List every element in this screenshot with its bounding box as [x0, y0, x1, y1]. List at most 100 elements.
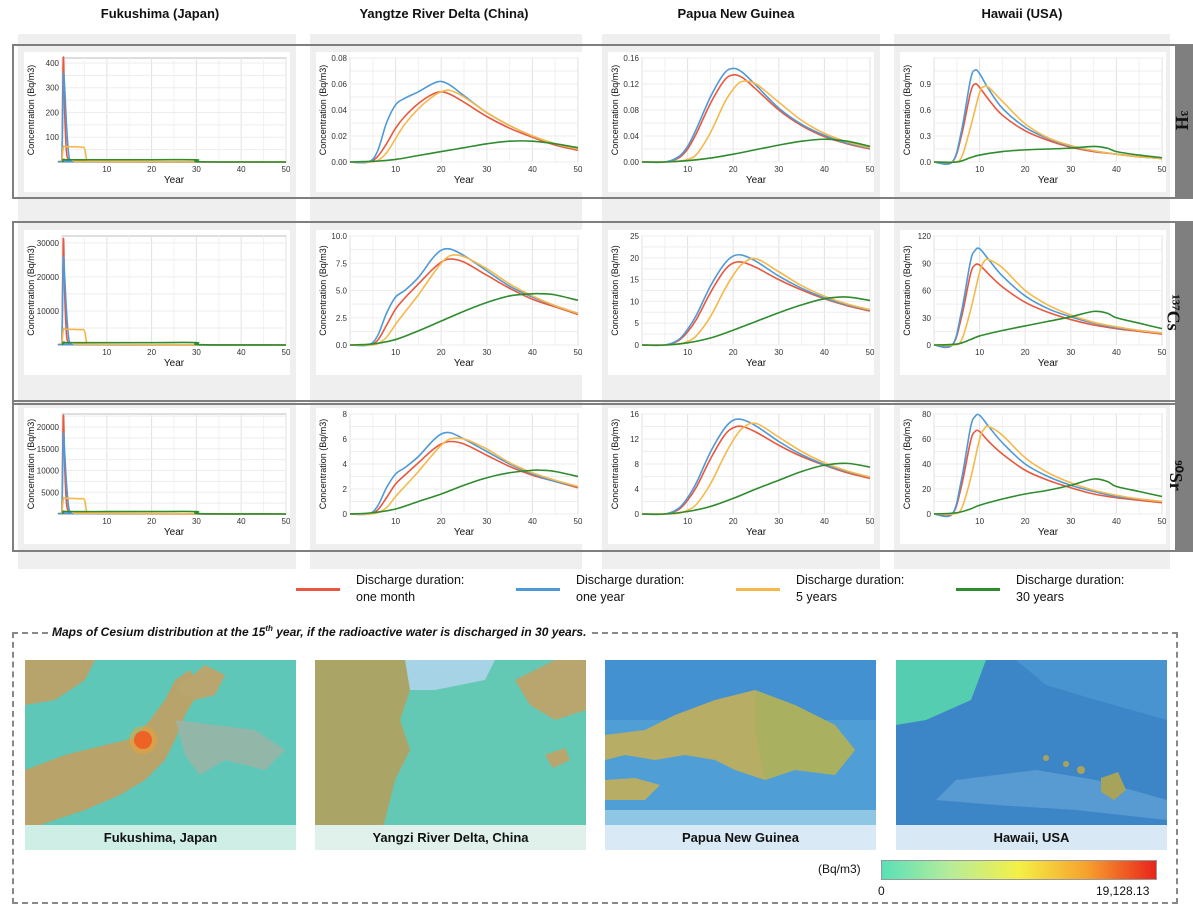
chart-panel: 0.0 0.3 0.6 0.9 10 20 30 40 50 Year Concentration …: [900, 52, 1167, 192]
column-header-hawaii: Hawaii (USA): [981, 6, 1063, 21]
x-tick-label: 40: [528, 517, 537, 526]
series-line: [61, 496, 287, 515]
x-tick-label: 30: [192, 165, 201, 174]
x-tick-label: 10: [102, 165, 111, 174]
x-tick-label: 40: [237, 348, 246, 357]
y-axis-label: Concentration (Bq/m3): [26, 65, 36, 156]
x-tick-label: 40: [820, 165, 829, 174]
isotope-label-strontium: ⁹⁰Sr: [1166, 460, 1187, 491]
y-tick-label: 0.00: [331, 158, 347, 167]
y-axis-label: Concentration (Bq/m3): [26, 245, 36, 336]
y-tick-label: 12: [630, 435, 639, 444]
chart-panel: 0.0 2.5 5.0 7.5 10.0 10 20 30 40 50 Year Concentrat…: [316, 230, 583, 375]
series-line: [641, 418, 871, 516]
legend-swatch-5-years: [736, 588, 780, 591]
y-tick-label: 0.02: [331, 132, 347, 141]
map-caption: Fukushima, Japan: [25, 825, 296, 850]
y-tick-label: 0.9: [920, 80, 932, 89]
legend-entry-one-month: Discharge duration: one month: [356, 572, 464, 606]
y-tick-label: 8: [343, 410, 348, 419]
series-line: [641, 462, 871, 515]
x-tick-label: 30: [774, 165, 783, 174]
y-tick-label: 60: [922, 435, 931, 444]
colorbar-unit: (Bq/m3): [818, 862, 861, 876]
y-axis-label: Concentration (Bq/m3): [902, 65, 912, 156]
y-tick-label: 8: [635, 460, 640, 469]
y-axis-label: Concentration (Bq/m3): [610, 65, 620, 156]
maps-title-pre: Maps of Cesium distribution at the 15: [52, 625, 266, 639]
line-chart: 0 4 8 12 16 10 20 30 40 50 Year Concentration (Bq/m…: [610, 410, 875, 538]
map-hawaii-image: [896, 660, 1167, 850]
x-tick-label: 40: [1112, 348, 1121, 357]
x-tick-label: 30: [1066, 165, 1075, 174]
isotope-tab: [1175, 400, 1193, 552]
y-axis-label: Concentration (Bq/m3): [26, 419, 36, 510]
x-tick-label: 20: [147, 165, 156, 174]
x-tick-label: 20: [147, 517, 156, 526]
x-tick-label: 30: [192, 348, 201, 357]
series-line: [349, 254, 579, 346]
chart-panel: 0 4 8 12 16 10 20 30 40 50 Year Concentration (Bq/m…: [608, 408, 875, 544]
y-tick-label: 30000: [37, 239, 60, 248]
map-fukushima: Fukushima, Japan: [25, 660, 296, 850]
y-tick-label: 0.6: [920, 106, 932, 115]
y-tick-label: 15000: [37, 445, 60, 454]
chart-panel: 0.00 0.04 0.08 0.12 0.16 10 20 30 40 50 Year Concen…: [608, 52, 875, 192]
y-tick-label: 0.0: [336, 341, 348, 350]
series-line: [61, 327, 287, 346]
maps-title-post: year, if the radioactive water is discha…: [272, 625, 587, 639]
series-line: [61, 145, 287, 163]
series-line: [933, 425, 1163, 516]
x-tick-label: 20: [729, 165, 738, 174]
x-tick-label: 40: [820, 517, 829, 526]
legend-entry-5-years: Discharge duration: 5 years: [796, 572, 904, 606]
y-tick-label: 0: [343, 510, 348, 519]
chart-panel: 100 200 300 400 10 20 30 40 50 Year Concentration …: [24, 52, 291, 192]
legend-label-line1: Discharge duration:: [576, 573, 685, 587]
chart-panel: 10000 20000 30000 10 20 30 40 50 Year Concentrati…: [24, 230, 291, 375]
y-tick-label: 16: [630, 410, 639, 419]
isotope-tab: [1175, 221, 1193, 405]
y-axis-label: Concentration (Bq/m3): [318, 245, 328, 336]
x-tick-label: 10: [975, 348, 984, 357]
y-tick-label: 10000: [37, 307, 60, 316]
colorbar-max-label: 19,128.13: [1096, 884, 1150, 898]
x-tick-label: 40: [1112, 517, 1121, 526]
y-tick-label: 0.06: [331, 80, 347, 89]
line-chart: 0.00 0.02 0.04 0.06 0.08 10 20 30 40 50 Year Concen…: [318, 54, 583, 186]
x-tick-label: 40: [237, 517, 246, 526]
x-tick-label: 10: [391, 165, 400, 174]
legend-entry-30-years: Discharge duration: 30 years: [1016, 572, 1124, 606]
x-tick-label: 10: [391, 348, 400, 357]
y-tick-label: 0.00: [623, 158, 639, 167]
x-tick-label: 50: [574, 165, 582, 174]
x-tick-label: 30: [482, 348, 491, 357]
x-tick-label: 20: [1021, 165, 1030, 174]
x-tick-label: 10: [391, 517, 400, 526]
y-tick-label: 80: [922, 410, 931, 419]
series-line: [349, 469, 579, 515]
y-tick-label: 0.3: [920, 132, 932, 141]
x-tick-label: 20: [729, 517, 738, 526]
map-caption: Hawaii, USA: [896, 825, 1167, 850]
x-tick-label: 30: [774, 348, 783, 357]
line-chart: 0.0 2.5 5.0 7.5 10.0 10 20 30 40 50 Year Concentrat…: [318, 232, 583, 369]
isotope-label-tritium: ³H: [1171, 110, 1192, 131]
y-tick-label: 10.0: [331, 232, 347, 241]
series-line: [933, 478, 1163, 515]
line-chart: 100 200 300 400 10 20 30 40 50 Year Concentration …: [26, 56, 291, 186]
x-tick-label: 40: [528, 165, 537, 174]
y-tick-label: 200: [46, 108, 60, 117]
line-chart: 0 30 60 90 120 10 20 30 40 50 Year Concentration (B…: [902, 232, 1167, 369]
series-line: [641, 253, 871, 347]
y-tick-label: 0: [927, 510, 932, 519]
x-tick-label: 50: [282, 517, 290, 526]
legend-label-line1: Discharge duration:: [1016, 573, 1125, 587]
line-chart: 0 20 40 60 80 10 20 30 40 50 Year Concentration (Bq…: [902, 410, 1167, 538]
x-axis-label: Year: [746, 175, 767, 186]
map-papua-image: [605, 660, 876, 850]
x-tick-label: 20: [437, 348, 446, 357]
x-tick-label: 40: [237, 165, 246, 174]
x-tick-label: 50: [574, 517, 582, 526]
y-tick-label: 7.5: [336, 259, 348, 268]
